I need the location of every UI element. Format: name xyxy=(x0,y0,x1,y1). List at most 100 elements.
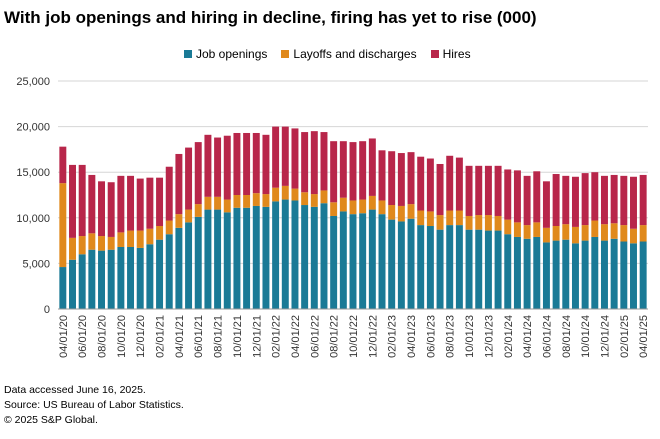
bar-layoffs xyxy=(600,224,608,241)
bar-layoffs xyxy=(630,228,637,244)
bar-layoffs xyxy=(339,197,347,212)
bar-job-openings xyxy=(639,241,647,309)
bar-job-openings xyxy=(523,238,531,309)
bar-hires xyxy=(426,158,434,212)
x-tick-label: 02/01/24 xyxy=(503,315,515,358)
bar-layoffs xyxy=(281,185,289,200)
bar-hires xyxy=(291,128,299,189)
chart-legend: Job openings Layoffs and discharges Hire… xyxy=(184,47,471,61)
x-tick-label: 08/01/21 xyxy=(213,315,225,358)
y-tick-label: 10,000 xyxy=(16,213,50,225)
bar-hires xyxy=(117,175,125,233)
bar-job-openings xyxy=(320,203,328,309)
x-tick-label: 08/01/20 xyxy=(97,315,109,358)
legend-label-layoffs: Layoffs and discharges xyxy=(293,47,417,61)
bar-layoffs xyxy=(204,196,212,210)
bar-job-openings xyxy=(252,205,260,309)
stacked-bar-chart: 0 5,000 10,000 15,000 20,000 25,000 04/01/20 06… xyxy=(16,76,650,358)
bar-hires xyxy=(330,141,338,203)
bar-job-openings xyxy=(388,219,396,309)
bar-hires xyxy=(620,175,628,226)
bar-job-openings xyxy=(127,246,135,309)
bar-job-openings xyxy=(146,244,154,309)
y-tick-label: 5,000 xyxy=(22,258,50,270)
x-tick-label: 08/01/22 xyxy=(329,315,341,358)
bar-job-openings xyxy=(330,215,338,309)
bar-job-openings xyxy=(426,226,434,309)
bar-hires xyxy=(610,174,618,224)
bar-hires xyxy=(339,141,347,198)
legend-swatch-hires xyxy=(430,50,439,58)
bar-hires xyxy=(484,165,492,216)
bar-hires xyxy=(233,132,241,195)
bar-hires xyxy=(252,132,260,194)
bar-layoffs xyxy=(465,215,473,230)
bar-layoffs xyxy=(397,205,405,222)
bar-job-openings xyxy=(107,249,115,309)
bar-hires xyxy=(504,169,512,220)
bar-hires xyxy=(281,126,289,186)
bar-hires xyxy=(446,155,454,211)
bar-job-openings xyxy=(542,242,550,309)
bar-job-openings xyxy=(175,227,183,309)
bar-hires xyxy=(98,181,105,237)
bar-layoffs xyxy=(69,237,76,260)
bar-job-openings xyxy=(349,214,357,309)
x-tick-label: 02/01/23 xyxy=(387,315,399,358)
bar-layoffs xyxy=(455,210,463,226)
bar-hires xyxy=(639,174,647,226)
bar-hires xyxy=(417,156,425,211)
bar-hires xyxy=(204,134,212,197)
bar-hires xyxy=(368,138,376,196)
bar-layoffs xyxy=(243,195,251,208)
bar-job-openings xyxy=(465,229,473,309)
bar-layoffs xyxy=(523,225,531,239)
bar-layoffs xyxy=(388,205,396,220)
bar-hires xyxy=(223,135,231,200)
bar-layoffs xyxy=(301,192,309,206)
bar-hires xyxy=(78,164,86,237)
bar-job-openings xyxy=(359,213,367,309)
bar-layoffs xyxy=(165,220,173,235)
bar-job-openings xyxy=(78,254,86,309)
x-tick-label: 04/01/21 xyxy=(174,315,186,358)
bar-hires xyxy=(320,132,328,191)
legend-swatch-job-openings xyxy=(184,50,192,58)
x-tick-label: 06/01/24 xyxy=(541,315,553,358)
bar-job-openings xyxy=(136,247,144,309)
x-tick-label: 12/01/20 xyxy=(135,315,147,358)
x-tick-label: 10/01/23 xyxy=(464,315,476,358)
bar-job-openings xyxy=(272,201,280,309)
bar-layoffs xyxy=(78,236,86,255)
bar-job-openings xyxy=(475,229,483,309)
bar-layoffs xyxy=(107,236,115,250)
bar-layoffs xyxy=(552,226,560,241)
bar-job-openings xyxy=(407,218,415,309)
bar-hires xyxy=(378,150,386,201)
bar-job-openings xyxy=(417,225,425,309)
bar-layoffs xyxy=(146,228,154,245)
bar-job-openings xyxy=(262,206,270,309)
bar-job-openings xyxy=(581,240,589,309)
bar-layoffs xyxy=(571,226,579,244)
x-tick-label: 04/01/23 xyxy=(406,315,418,358)
bar-layoffs xyxy=(620,225,628,242)
bar-layoffs xyxy=(417,210,425,226)
bar-hires xyxy=(455,157,463,211)
bar-layoffs xyxy=(542,227,550,243)
bar-job-openings xyxy=(223,212,231,309)
bar-layoffs xyxy=(494,215,502,231)
bar-layoffs xyxy=(136,230,144,248)
bar-hires xyxy=(156,177,164,227)
bar-layoffs xyxy=(252,193,260,206)
bar-layoffs xyxy=(426,211,434,227)
x-tick-label: 04/01/20 xyxy=(58,315,70,358)
x-tick-label: 02/01/25 xyxy=(619,315,631,358)
legend-swatch-layoffs xyxy=(281,50,290,58)
bar-hires xyxy=(591,172,599,221)
bar-job-openings xyxy=(571,243,579,309)
bar-hires xyxy=(194,142,202,205)
bar-layoffs xyxy=(446,210,454,226)
bar-job-openings xyxy=(243,207,251,309)
bar-job-openings xyxy=(397,221,405,309)
